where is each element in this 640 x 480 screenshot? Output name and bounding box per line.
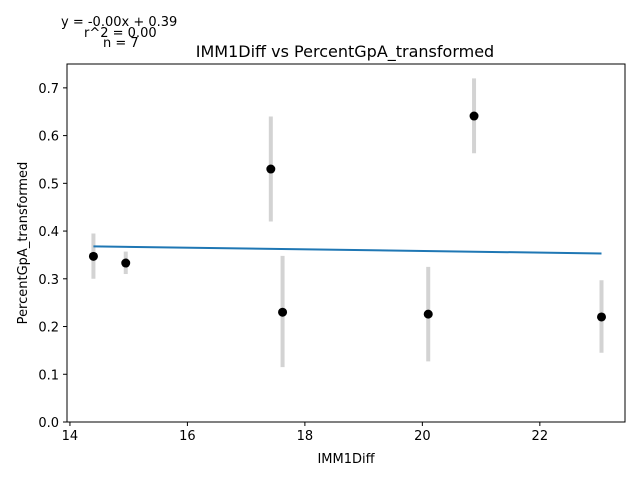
equation-annotation: y = -0.00x + 0.39	[61, 15, 177, 30]
x-tick-label-16: 16	[179, 429, 196, 444]
x-tick-label-20: 20	[414, 429, 431, 444]
x-tick-label-22: 22	[532, 429, 549, 444]
n-annotation: n = 7	[103, 36, 139, 51]
y-axis-label: PercentGpA_transformed	[16, 162, 31, 325]
chart-title: IMM1Diff vs PercentGpA_transformed	[196, 42, 494, 62]
plot-frame	[66, 63, 626, 423]
y-tick-label-0.0: 0.0	[38, 416, 59, 431]
data-point-3	[266, 164, 276, 174]
y-tick-label-0.7: 0.7	[38, 82, 59, 97]
data-point-7	[597, 312, 607, 322]
data-point-6	[469, 111, 479, 121]
data-point-1	[88, 251, 98, 261]
y-tick-label-0.2: 0.2	[38, 321, 59, 336]
x-tick-label-18: 18	[297, 429, 314, 444]
data-point-4	[278, 307, 288, 317]
y-tick-label-0.4: 0.4	[38, 225, 59, 240]
data-point-5	[423, 309, 433, 319]
x-axis-label: IMM1Diff	[317, 452, 375, 467]
y-tick-label-0.6: 0.6	[38, 130, 59, 145]
data-point-2	[121, 258, 131, 268]
y-tick-label-0.5: 0.5	[38, 177, 59, 192]
annotation-block: y = -0.00x + 0.39 r^2 = 0.00 n = 7	[61, 15, 177, 51]
y-axis: 0.0 0.1 0.2 0.3 0.4 0.5 0.6 0.7	[38, 82, 67, 431]
y-tick-label-0.1: 0.1	[38, 368, 59, 383]
x-tick-label-14: 14	[62, 429, 79, 444]
y-tick-label-0.3: 0.3	[38, 273, 59, 288]
x-axis: 14 16 18 20 22	[62, 422, 548, 444]
r-squared-annotation: r^2 = 0.00	[84, 26, 157, 41]
regression-line	[93, 245, 602, 255]
plot-area	[88, 78, 607, 368]
